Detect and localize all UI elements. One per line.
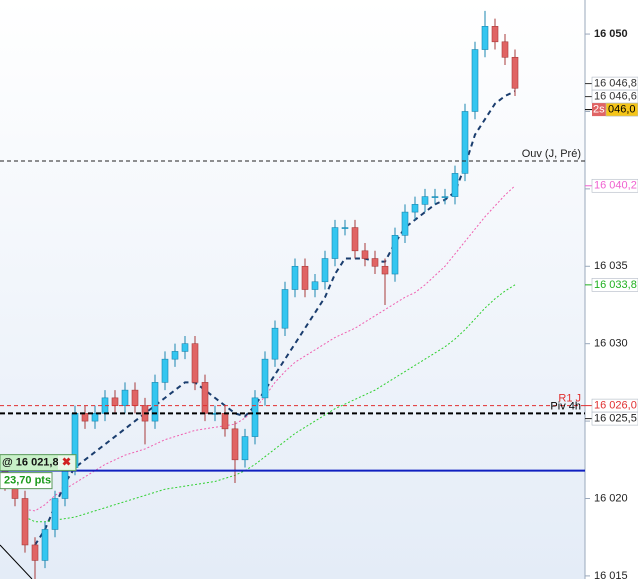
candle-body xyxy=(121,389,129,406)
candle-body xyxy=(391,235,399,275)
y-tick-label: 16 050 xyxy=(594,28,628,40)
price-tag-label: 16 033,8 xyxy=(594,279,637,291)
candle-body xyxy=(381,265,389,275)
order-label: @ 16 021,8 xyxy=(2,457,59,469)
candle-body xyxy=(311,281,319,290)
countdown-box xyxy=(592,103,606,117)
candle-body xyxy=(81,413,89,422)
price-tag xyxy=(591,178,638,193)
price-tag-label: 16 026,0 xyxy=(594,400,637,412)
candle-body xyxy=(481,26,489,50)
level-label: R1 J xyxy=(558,393,581,405)
candle-body xyxy=(201,382,209,414)
close-button[interactable] xyxy=(58,455,75,470)
candle-body xyxy=(321,258,329,283)
candle-body xyxy=(131,389,139,406)
pnl-box xyxy=(0,472,53,490)
drawing-line xyxy=(0,544,33,579)
candle-body xyxy=(171,351,179,360)
candle-body xyxy=(161,358,169,383)
candle-body xyxy=(351,227,359,252)
candle-body xyxy=(511,56,519,89)
candle-body xyxy=(501,41,509,58)
order-box xyxy=(0,454,77,472)
price-tag-label: 046,0 xyxy=(608,104,636,116)
candle-body xyxy=(471,49,479,112)
y-tick-label: 16 030 xyxy=(594,338,628,350)
moving-average xyxy=(24,185,516,512)
candle-body xyxy=(281,289,289,329)
candle-body xyxy=(411,204,419,213)
candle-body xyxy=(241,436,249,461)
candle-body xyxy=(431,196,439,198)
candle-body xyxy=(51,498,59,530)
candle-body xyxy=(221,413,229,430)
candle-body xyxy=(371,258,379,267)
y-tick-label: 16 020 xyxy=(594,492,628,504)
candle-body xyxy=(291,265,299,290)
countdown: 2s xyxy=(593,104,605,116)
candle-body xyxy=(261,358,269,399)
candle-body xyxy=(21,498,29,546)
candle-body xyxy=(271,327,279,360)
order-pnl: 23,70 pts xyxy=(4,475,51,487)
candle-body xyxy=(441,196,449,198)
candle-body xyxy=(251,397,259,437)
moving-average xyxy=(34,90,516,546)
price-tag-label: 16 040,2 xyxy=(594,180,637,192)
price-tag xyxy=(591,278,638,292)
candle-body xyxy=(361,250,369,259)
candle-body xyxy=(461,111,469,174)
price-tag-label: 16 046,6 xyxy=(594,91,637,103)
price-tag xyxy=(605,102,638,117)
candle-body xyxy=(491,26,499,43)
candle-body xyxy=(401,211,409,236)
candle-body xyxy=(181,343,189,352)
price-tag-label: 16 025,5 xyxy=(594,413,637,425)
close-icon: ✖ xyxy=(62,457,71,469)
candle-body xyxy=(41,529,49,561)
y-tick-label: 16 035 xyxy=(594,260,628,272)
candle-body xyxy=(331,227,339,259)
level-label: Piv 4h xyxy=(550,400,581,412)
candle-body xyxy=(61,467,69,499)
price-tag xyxy=(591,411,638,426)
candle-body xyxy=(341,227,349,229)
price-tag-label: 16 046,8 xyxy=(594,78,637,90)
candle-body xyxy=(151,382,159,422)
y-tick-label: 16 015 xyxy=(594,570,628,579)
level-label: Ouv (J, Pré) xyxy=(522,148,581,160)
candle-body xyxy=(91,413,99,422)
candle-body xyxy=(191,343,199,383)
candle-body xyxy=(451,173,459,197)
candle-body xyxy=(31,544,39,561)
moving-average xyxy=(24,284,516,523)
candle-body xyxy=(421,196,429,205)
candle-body xyxy=(301,265,309,290)
candle-body xyxy=(111,397,119,406)
candle-body xyxy=(231,428,239,461)
